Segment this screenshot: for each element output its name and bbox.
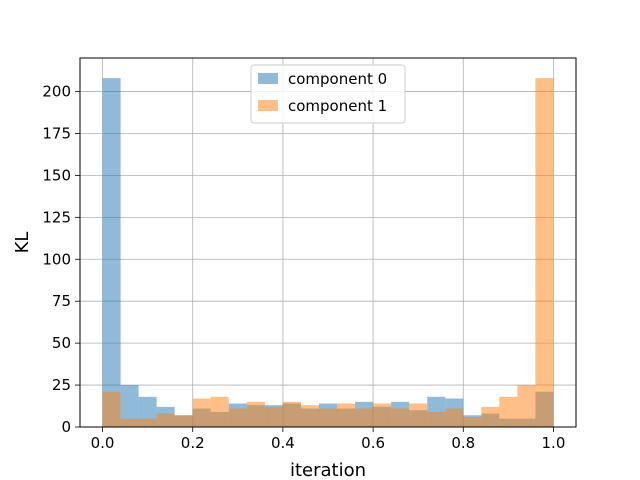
histogram-bar-component-1 (174, 415, 193, 427)
y-tick-label: 150 (42, 166, 71, 184)
histogram-bar-component-1 (481, 406, 500, 427)
legend-frame (250, 64, 406, 124)
histogram-bar-component-1 (120, 418, 139, 427)
y-tick-label: 175 (42, 124, 71, 142)
y-axis-label: KL (12, 232, 33, 254)
x-tick-label: 0.0 (91, 434, 115, 452)
histogram-bar-component-1 (499, 396, 518, 427)
y-tick-label: 0 (61, 418, 71, 436)
histogram-bar-component-1 (192, 398, 211, 427)
histogram-bar-component-1 (391, 408, 410, 427)
bars (102, 78, 554, 428)
x-tick-label: 0.2 (181, 434, 205, 452)
plot-frame (79, 57, 577, 428)
histogram-bar-component-1 (102, 391, 121, 427)
histogram-bar-component-1 (228, 408, 247, 427)
legend-swatch-component-0 (258, 73, 278, 84)
histogram-bar-component-1 (264, 406, 283, 427)
histogram-bar-component-1 (463, 416, 482, 427)
histogram-bar-component-0 (102, 78, 121, 428)
histogram-bar-component-1 (337, 403, 356, 427)
histogram-bar-component-1 (373, 403, 392, 427)
histogram-bar-component-1 (318, 408, 338, 427)
histogram-bar-component-1 (138, 418, 157, 427)
legend: component 0 component 1 (250, 64, 406, 124)
x-tick-label: 0.4 (271, 434, 295, 452)
y-tick-label: 125 (42, 208, 71, 226)
histogram-bar-component-1 (445, 408, 464, 427)
y-tick-label: 200 (42, 83, 71, 101)
x-tick-label: 0.8 (451, 434, 475, 452)
histogram-bar-component-1 (300, 405, 319, 427)
legend-label-component-1: component 1 (288, 97, 387, 115)
histogram-bar-component-1 (282, 401, 301, 427)
y-tick-label: 25 (52, 376, 71, 394)
legend-swatch-component-1 (258, 100, 278, 111)
histogram-bar-component-1 (535, 78, 554, 428)
y-tick-label: 50 (52, 334, 71, 352)
histogram-bar-component-0 (120, 385, 139, 427)
histogram-bar-component-1 (409, 403, 428, 427)
y-tick-label: 75 (52, 292, 71, 310)
histogram-bar-component-1 (517, 385, 536, 427)
histogram-bar-component-1 (427, 411, 446, 427)
x-tick-label: 1.0 (542, 434, 566, 452)
x-axis-label: iteration (290, 460, 366, 480)
histogram-bar-component-1 (355, 408, 374, 427)
legend-label-component-0: component 0 (288, 70, 387, 88)
x-tick-label: 0.6 (361, 434, 385, 452)
histogram-bar-component-1 (210, 396, 229, 427)
y-tick-label: 100 (42, 250, 71, 268)
histogram-bar-component-1 (246, 401, 265, 427)
ticks: 0.0 0.2 0.4 0.6 0.8 1.0 0 25 50 75 100 125 150 175 200 (42, 83, 565, 452)
histogram-bar-component-1 (156, 413, 175, 427)
